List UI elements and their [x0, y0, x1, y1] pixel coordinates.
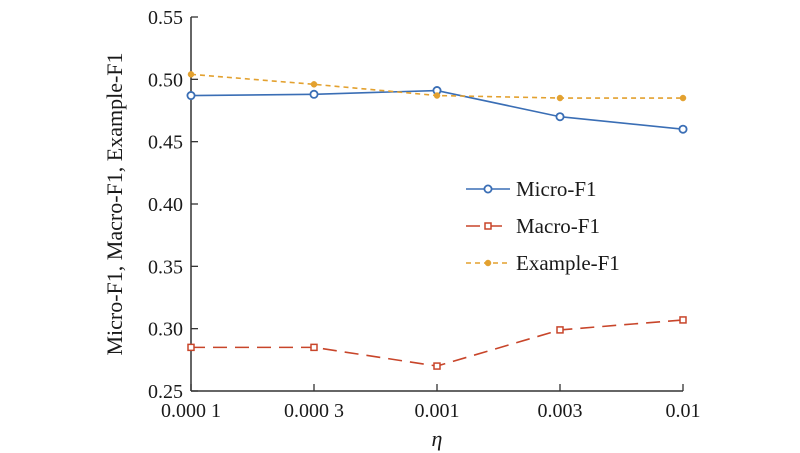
legend-swatch-marker [484, 222, 492, 230]
y-tick-label: 0.30 [148, 319, 183, 341]
example-f1-point [433, 92, 441, 99]
y-tick-label: 0.55 [148, 7, 183, 29]
y-tick-label: 0.45 [148, 132, 183, 154]
example-f1-point [310, 81, 318, 88]
legend-entry-macro-f1: Macro-F1 [466, 214, 600, 238]
y-tick-label: 0.40 [148, 194, 183, 216]
micro-f1-point [186, 91, 196, 101]
micro-f1-series [186, 86, 688, 134]
macro-f1-point [310, 343, 318, 352]
x-tick-label: 0.003 [538, 400, 583, 422]
axes [190, 17, 683, 392]
y-ticks: 0.25 0.30 0.35 0.40 0.45 0.50 0.55 [148, 7, 198, 403]
legend-swatch-marker [484, 259, 492, 267]
micro-f1-point [678, 124, 688, 134]
legend-entry-micro-f1: Micro-F1 [466, 177, 597, 201]
example-f1-series [187, 71, 687, 102]
x-tick-label: 0.000 3 [284, 400, 344, 422]
legend: Micro-F1 Macro-F1 Example-F1 [466, 177, 620, 275]
y-tick-label: 0.25 [148, 381, 183, 403]
macro-f1-point [187, 343, 195, 352]
x-axis-title: η [432, 426, 443, 451]
legend-entry-example-f1: Example-F1 [466, 251, 620, 275]
macro-f1-point [433, 362, 441, 370]
micro-f1-point [309, 89, 319, 99]
macro-f1-line [191, 319, 684, 367]
x-tick-label: 0.01 [666, 400, 701, 422]
macro-f1-series [187, 316, 687, 370]
legend-label: Example-F1 [516, 251, 620, 275]
micro-f1-point [555, 112, 565, 122]
legend-swatch-marker [483, 184, 493, 194]
x-ticks: 0.000 1 0.000 3 0.001 0.003 0.01 [161, 384, 701, 422]
y-tick-label: 0.50 [148, 69, 183, 91]
macro-f1-point [556, 326, 564, 334]
series-layer [186, 71, 688, 370]
example-f1-point [679, 94, 687, 102]
legend-label: Micro-F1 [516, 177, 597, 201]
x-tick-label: 0.001 [415, 400, 460, 422]
legend-label: Macro-F1 [516, 214, 600, 238]
y-tick-label: 0.35 [148, 256, 183, 278]
example-f1-point [556, 94, 564, 102]
macro-f1-point [679, 316, 687, 324]
x-tick-label: 0.000 1 [161, 400, 221, 422]
example-f1-point [187, 71, 195, 78]
y-axis-title: Micro-F1, Macro-F1, Example-F1 [102, 52, 127, 355]
